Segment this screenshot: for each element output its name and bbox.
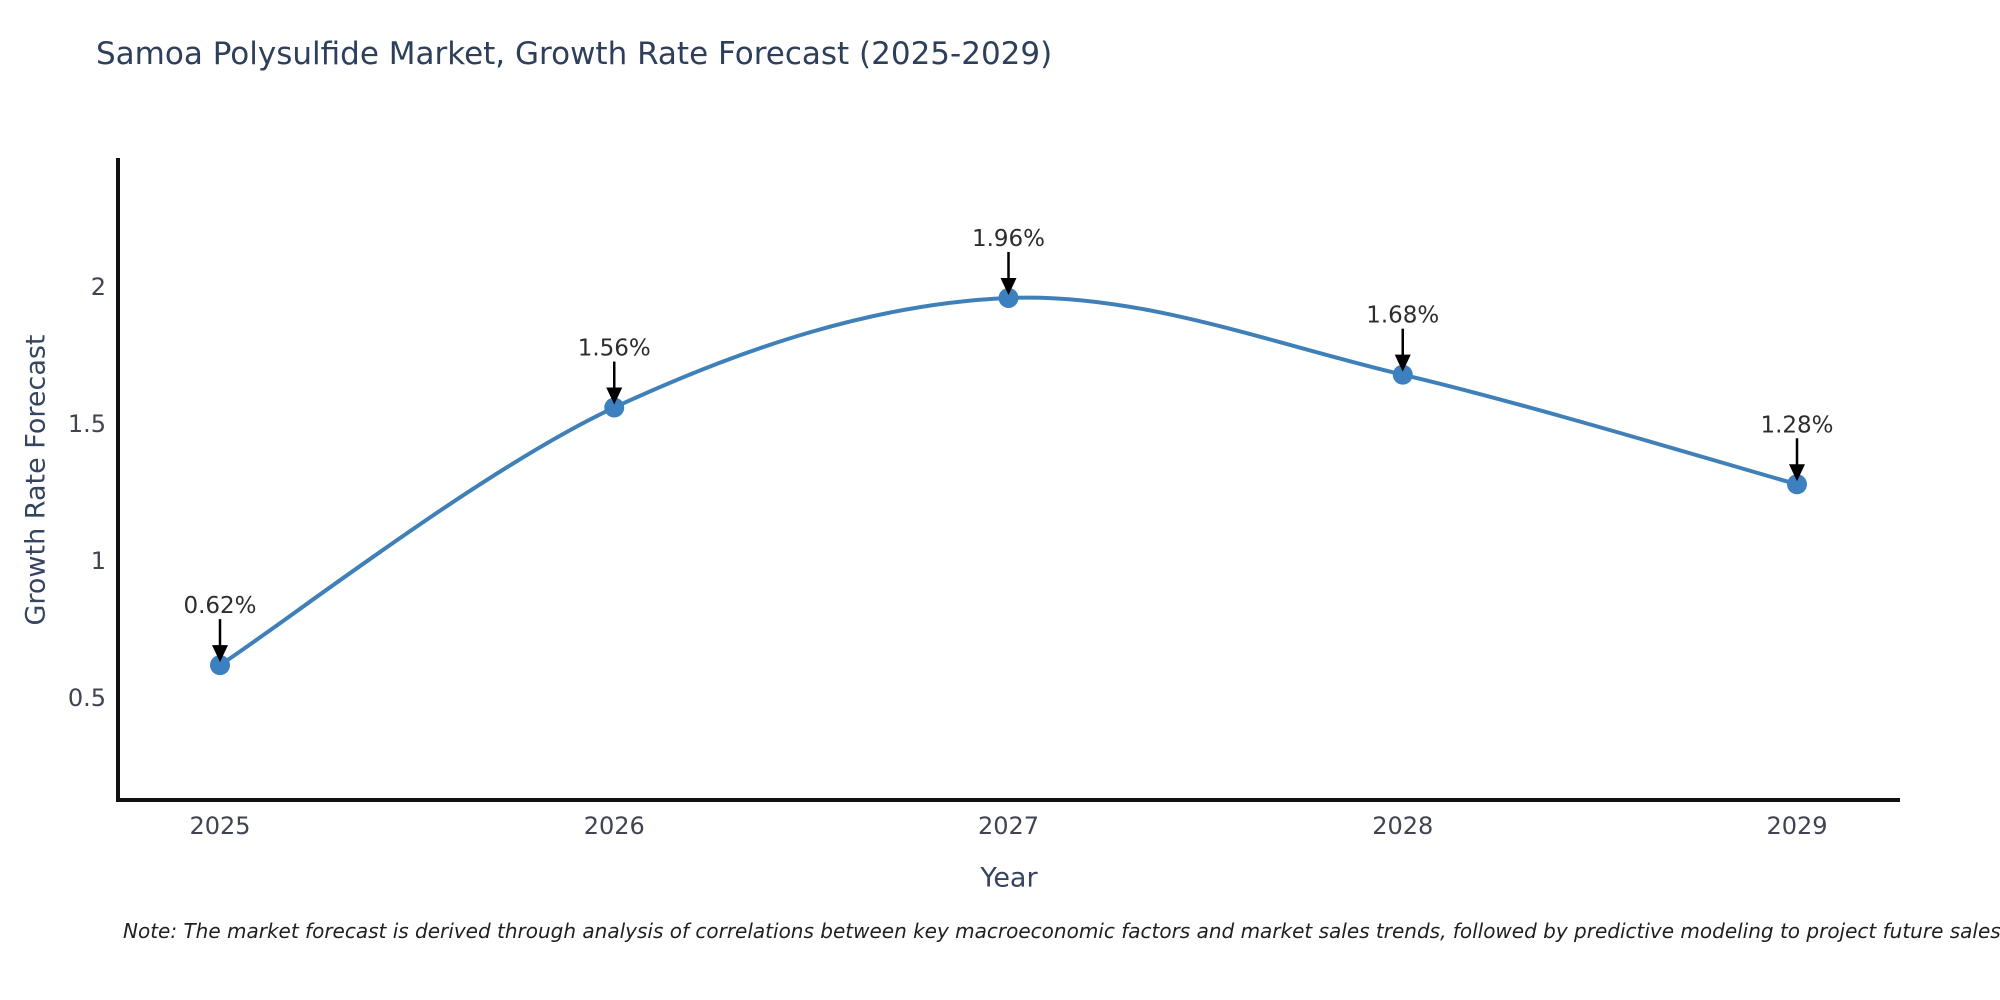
y-tick-label: 2 (91, 273, 106, 301)
x-axis-title: Year (980, 862, 1038, 894)
footnote: Note: The market forecast is derived thr… (123, 919, 2000, 943)
data-point-marker (1392, 364, 1413, 385)
data-point-marker (998, 287, 1019, 308)
chart-title: Samoa Polysulfide Market, Growth Rate Fo… (96, 36, 1053, 72)
data-point-label: 1.56% (578, 336, 651, 362)
y-tick-label: 0.5 (68, 684, 106, 712)
x-tick-label: 2027 (978, 812, 1039, 840)
annotation-arrow-head (1000, 277, 1017, 295)
y-tick-label: 1.5 (68, 410, 106, 438)
x-tick-label: 2025 (189, 812, 250, 840)
data-point-label: 1.68% (1366, 303, 1439, 329)
x-tick-label: 2026 (584, 812, 645, 840)
data-point-marker (1787, 474, 1807, 495)
forecast-line (218, 295, 1799, 668)
data-point-label: 1.28% (1760, 412, 1833, 438)
data-point-label: 0.62% (183, 593, 256, 619)
data-point-marker (210, 655, 230, 676)
x-tick-label: 2029 (1766, 812, 1827, 840)
annotation-arrow-head (1789, 464, 1805, 482)
data-point-marker (604, 397, 625, 418)
annotation-arrow-head (212, 645, 228, 663)
x-tick-label: 2028 (1372, 812, 1433, 840)
annotation-arrow-head (606, 387, 623, 405)
annotation-arrow-head (1394, 354, 1411, 372)
y-tick-label: 1 (91, 547, 106, 575)
data-point-label: 1.96% (972, 226, 1045, 252)
